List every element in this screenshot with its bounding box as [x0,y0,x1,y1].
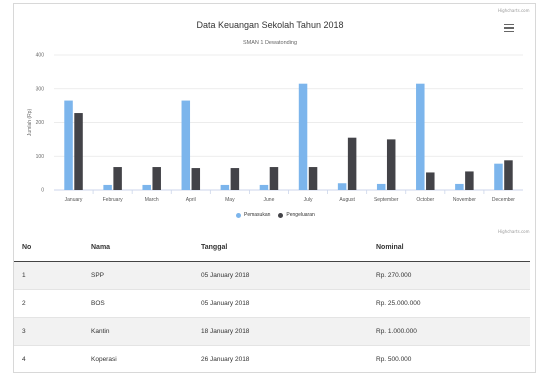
cell-nominal: Rp. 500.000 [376,345,530,373]
x-tick-label: February [103,197,124,203]
y-tick-label: 100 [36,154,45,160]
cell-no: 1 [14,261,91,290]
x-tick-label: March [145,197,159,203]
x-tick-label: June [264,197,275,203]
cell-nominal: Rp. 270.000 [376,261,530,290]
header-nama: Nama [91,234,201,262]
legend-item-pemasukan[interactable]: Pemasukan [236,212,270,218]
x-tick-label: December [492,197,515,203]
cell-nama: Kantin [91,317,201,346]
chart-credits[interactable]: Highcharts.com [498,8,530,13]
bar-chart: 0 100 200 300 400 Jumlah (Rp) January February M… [27,53,523,203]
bar-pemasukan [259,184,269,190]
bar-pengeluaran [465,171,474,190]
bar-pemasukan [494,163,503,190]
cell-nama: Koperasi [91,345,201,373]
table-row: 2 BOS 05 January 2018 Rp. 25.000.000 [14,289,530,318]
chart-credits-bottom[interactable]: Highcharts.com [498,229,530,234]
legend-item-pengeluaran[interactable]: Pengeluaran [278,212,315,218]
cell-tanggal: 05 January 2018 [201,289,376,318]
y-tick-label: 300 [36,86,45,92]
cell-tanggal: 05 January 2018 [201,261,376,290]
bar-pengeluaran [347,137,357,190]
bar-pengeluaran [504,160,513,190]
bar-pemasukan [220,184,230,190]
legend-label: Pemasukan [244,212,271,218]
legend-dot-icon [278,212,284,218]
chart-title: Data Keuangan Sekolah Tahun 2018 [196,20,344,30]
table-header-row: No Nama Tanggal Nominal [14,234,530,262]
legend-dot-icon [236,212,241,218]
chart-legend: Pemasukan Pengeluaran [236,212,315,218]
bar-pemasukan [455,183,464,190]
bar-pemasukan [337,183,347,190]
x-tick-label: November [453,197,476,203]
x-tick-label: April [186,197,196,203]
x-tick-label: October [416,197,434,203]
bar-pemasukan [64,100,73,190]
bar-pengeluaran [191,168,201,190]
bar-pengeluaran [386,139,396,190]
bar-pemasukan [376,183,386,190]
table-row: 3 Kantin 18 January 2018 Rp. 1.000.000 [14,317,530,346]
bar-pemasukan [181,100,191,190]
bar-pengeluaran [269,167,279,190]
hamburger-menu-icon[interactable] [503,22,515,34]
bar-pengeluaran [74,113,83,190]
x-tick-label: May [225,197,235,203]
y-tick-label: 400 [36,53,45,59]
legend-label: Pengeluaran [286,212,315,218]
bar-pemasukan [298,83,308,190]
chart-subtitle: SMAN 1 Dewatonding [242,40,298,46]
bar-pengeluaran [152,167,161,190]
x-tick-label: August [339,197,355,203]
cell-no: 3 [14,317,91,346]
bar-pengeluaran [113,167,122,190]
y-axis-label: Jumlah (Rp) [27,109,33,137]
bar-pemasukan [103,184,112,190]
bar-pemasukan [142,184,151,190]
cell-tanggal: 18 January 2018 [201,317,376,346]
cell-nama: SPP [91,261,201,290]
finance-table: No Nama Tanggal Nominal 1 SPP 05 January… [14,234,530,373]
table-row: 1 SPP 05 January 2018 Rp. 270.000 [14,261,530,290]
cell-tanggal: 26 January 2018 [201,345,376,373]
y-tick-label: 200 [36,120,45,126]
bar-pengeluaran [308,167,318,190]
cell-no: 2 [14,289,91,318]
header-no: No [14,234,91,262]
cell-nominal: Rp. 1.000.000 [376,317,530,346]
cell-nama: BOS [91,289,201,318]
header-nominal: Nominal [376,234,530,262]
header-tanggal: Tanggal [201,234,376,262]
x-tick-label: September [374,197,399,203]
cell-nominal: Rp. 25.000.000 [376,289,530,318]
bar-pemasukan [416,83,425,190]
y-tick-label: 0 [41,188,44,194]
bar-pengeluaran [230,168,240,190]
bar-pengeluaran [426,172,435,190]
x-tick-label: July [304,197,313,203]
cell-no: 4 [14,345,91,373]
table-row: 4 Koperasi 26 January 2018 Rp. 500.000 [14,345,530,373]
x-tick-label: January [65,197,83,203]
